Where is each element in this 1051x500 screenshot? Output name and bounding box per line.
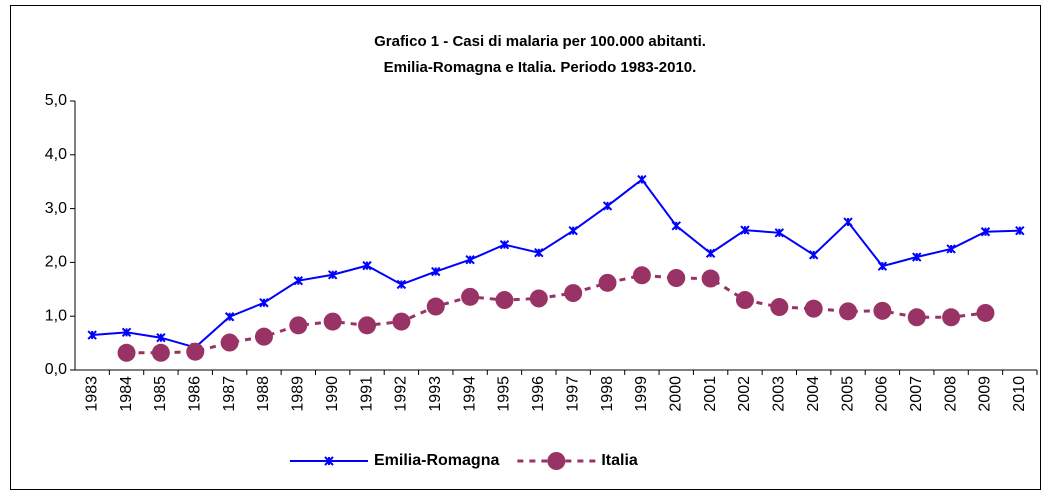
point <box>632 266 651 285</box>
point <box>839 302 858 321</box>
point <box>843 217 853 227</box>
point <box>289 316 308 335</box>
x-tick-label: 1984 <box>118 376 135 412</box>
point <box>637 174 647 185</box>
point <box>529 289 548 308</box>
x-tick-label: 1992 <box>393 376 410 412</box>
x-tick-label: 1989 <box>290 376 307 412</box>
x-tick-label: 1990 <box>324 376 341 412</box>
x-tick-label: 1993 <box>427 376 444 412</box>
point <box>117 343 136 362</box>
x-tick-label: 2004 <box>805 376 822 412</box>
chart-title: Grafico 1 - Casi di malaria per 100.000 … <box>374 33 706 50</box>
point <box>426 297 445 316</box>
point <box>327 270 338 280</box>
x-tick-label: 2007 <box>908 376 925 412</box>
point <box>499 239 510 250</box>
point <box>396 279 407 290</box>
point <box>186 342 205 361</box>
y-tick-label: 1,0 <box>45 307 67 324</box>
point <box>912 252 922 262</box>
point <box>735 291 754 310</box>
point <box>431 266 441 277</box>
y-tick-label: 0,0 <box>45 361 67 378</box>
x-tick-label: 1999 <box>633 376 650 412</box>
x-tick-label: 2006 <box>874 376 891 412</box>
x-tick-label: 1991 <box>358 376 375 412</box>
point <box>667 269 686 288</box>
x-tick-label: 1987 <box>221 376 238 412</box>
chart-border <box>10 5 1041 490</box>
point <box>358 316 377 335</box>
x-tick-label: 1983 <box>83 376 100 412</box>
point <box>946 244 956 254</box>
point <box>770 298 789 317</box>
point <box>701 269 720 288</box>
point <box>808 250 819 260</box>
point <box>907 308 926 327</box>
legend-label: Italia <box>601 452 638 469</box>
y-tick-label: 5,0 <box>45 92 67 109</box>
point <box>740 225 750 235</box>
x-tick-label: 1998 <box>599 376 616 412</box>
x-tick-label: 2008 <box>942 376 959 412</box>
point <box>564 284 583 303</box>
point <box>1015 225 1025 236</box>
point <box>774 228 785 238</box>
chart-subtitle: Emilia-Romagna e Italia. Periodo 1983-20… <box>384 59 697 76</box>
x-tick-label: 1995 <box>496 376 513 412</box>
point <box>392 312 411 331</box>
point <box>254 327 273 346</box>
x-tick-label: 1997 <box>564 376 581 412</box>
x-tick-label: 1994 <box>461 376 478 412</box>
x-tick-label: 2002 <box>736 376 753 412</box>
point <box>220 333 239 352</box>
point <box>156 333 166 343</box>
point <box>495 291 514 310</box>
x-tick-label: 1996 <box>530 376 547 412</box>
x-tick-label: 2001 <box>702 376 719 412</box>
point <box>461 287 480 306</box>
point <box>980 227 991 237</box>
y-tick-label: 4,0 <box>45 146 67 163</box>
point <box>568 225 578 236</box>
point <box>547 452 566 470</box>
y-tick-label: 2,0 <box>45 254 67 271</box>
point <box>324 456 334 466</box>
point <box>602 201 613 211</box>
x-tick-label: 2003 <box>771 376 788 412</box>
point <box>942 308 961 327</box>
series-line <box>92 178 1020 349</box>
point <box>87 330 97 340</box>
x-tick-label: 1985 <box>152 376 169 412</box>
point <box>151 343 170 362</box>
point <box>362 260 372 271</box>
point <box>705 248 716 258</box>
point <box>224 312 235 322</box>
point <box>671 221 681 231</box>
x-tick-label: 2005 <box>839 376 856 412</box>
point <box>323 312 342 331</box>
y-tick-label: 3,0 <box>45 200 67 217</box>
point <box>598 273 617 292</box>
point <box>877 261 888 271</box>
point <box>804 299 823 318</box>
x-tick-label: 1986 <box>186 376 203 412</box>
point <box>976 303 995 322</box>
point <box>465 255 475 265</box>
legend-label: Emilia-Romagna <box>374 452 499 469</box>
x-tick-label: 2010 <box>1011 376 1028 412</box>
x-tick-label: 1988 <box>255 376 272 412</box>
point <box>121 327 132 338</box>
point <box>293 275 304 286</box>
point <box>534 248 544 258</box>
point <box>259 298 269 308</box>
point <box>873 301 892 320</box>
x-tick-label: 2000 <box>667 376 684 412</box>
x-tick-label: 2009 <box>977 376 994 412</box>
